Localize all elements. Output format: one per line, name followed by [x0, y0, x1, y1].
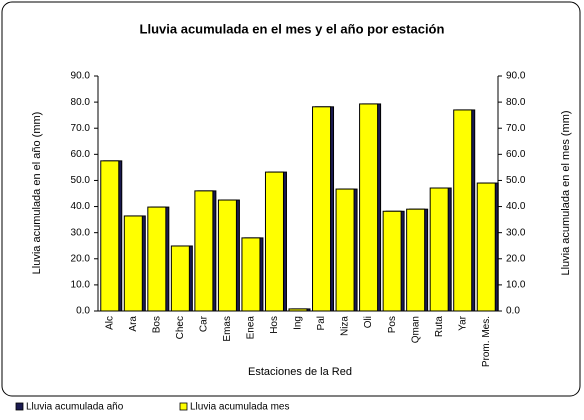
y2-tick-label: 80.0: [506, 97, 526, 108]
x-tick-label: Chec: [175, 316, 186, 339]
x-tick-label: Alc: [104, 316, 115, 330]
legend-label: Lluvia acumulada año: [26, 402, 124, 413]
bar: [170, 245, 190, 312]
y-tick-label: 90.0: [71, 71, 91, 82]
y2-tick-label: 70.0: [506, 123, 526, 134]
bar: [312, 106, 332, 312]
y-tick-label: 80.0: [71, 97, 91, 108]
x-tick-label: Ruta: [434, 316, 445, 338]
bar: [406, 208, 426, 312]
x-tick-label: Niza: [340, 316, 351, 336]
bar: [100, 160, 120, 312]
y2-tick-label: 30.0: [506, 227, 526, 238]
y2-tick-label: 50.0: [506, 175, 526, 186]
y2-tick-label: 10.0: [506, 280, 526, 291]
y-tick-label: 70.0: [71, 123, 91, 134]
bar: [217, 199, 237, 312]
bar: [382, 210, 402, 312]
x-tick-label: Bos: [151, 316, 162, 333]
y-tick-label: 10.0: [71, 280, 91, 291]
y-tick-label: 30.0: [71, 227, 91, 238]
y2-tick-label: 40.0: [506, 201, 526, 212]
y2-axis-title: Lluvia acumulada en el mes (mm): [560, 110, 572, 275]
legend-swatch: [15, 402, 24, 411]
bar: [453, 109, 473, 312]
bar: [147, 206, 167, 312]
y-tick-label: 40.0: [71, 201, 91, 212]
x-tick-label: Ara: [128, 316, 139, 332]
x-tick-label: Qman: [410, 316, 421, 343]
bar: [359, 103, 379, 312]
x-tick-label: Oli: [363, 316, 374, 328]
y-tick-label: 60.0: [71, 149, 91, 160]
bar: [476, 182, 496, 312]
bar: [429, 187, 449, 312]
x-tick-label: Hos: [269, 316, 280, 334]
y-tick-label: 0.0: [76, 306, 90, 317]
y2-tick-label: 0.0: [506, 306, 520, 317]
x-tick-label: Prom. Mes.: [481, 316, 492, 367]
y2-tick-label: 20.0: [506, 253, 526, 264]
bar: [335, 188, 355, 312]
x-axis-title: Estaciones de la Red: [248, 366, 352, 378]
y2-tick-label: 90.0: [506, 71, 526, 82]
chart-title: Lluvia acumulada en el mes y el año por …: [140, 21, 445, 36]
legend-label: Lluvia acumulada mes: [190, 402, 290, 413]
x-tick-label: Enea: [246, 316, 257, 340]
x-tick-label: Emas: [222, 316, 233, 342]
x-tick-label: Car: [199, 315, 210, 332]
bar: [241, 237, 261, 312]
y-axis-title: Lluvia acumulada en el año (mm): [31, 112, 43, 275]
legend-swatch: [179, 402, 188, 411]
y2-tick-label: 60.0: [506, 149, 526, 160]
bar: [264, 171, 284, 312]
y-tick-label: 20.0: [71, 253, 91, 264]
y-tick-label: 50.0: [71, 175, 91, 186]
x-tick-label: Ing: [293, 316, 304, 330]
x-tick-label: Pos: [387, 316, 398, 333]
x-tick-label: Pal: [316, 316, 327, 330]
bar: [123, 215, 143, 312]
bar: [194, 190, 214, 312]
x-tick-label: Yar: [457, 315, 468, 330]
